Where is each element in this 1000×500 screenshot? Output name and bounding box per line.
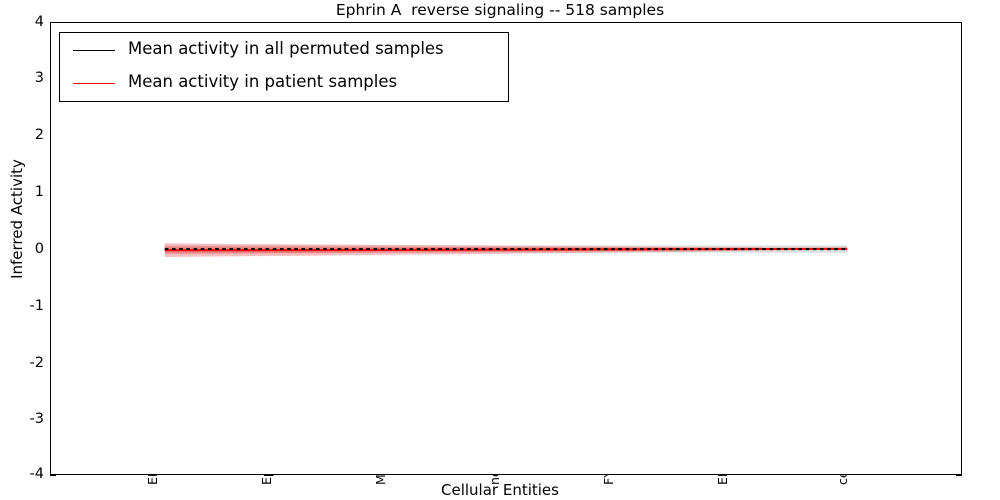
legend: Mean activity in all permuted samples Me… <box>59 32 509 102</box>
y-tick-label: 3 <box>34 70 44 86</box>
y-tick-label: -2 <box>29 355 44 371</box>
legend-entry-patient: Mean activity in patient samples <box>60 66 508 101</box>
y-tick-mark <box>50 475 56 476</box>
legend-line-swatch-red <box>73 83 115 84</box>
y-tick-label: 4 <box>34 14 44 30</box>
y-tick-label: -4 <box>29 466 44 482</box>
legend-line-swatch-black <box>73 50 115 51</box>
y-tick-mark-right <box>956 475 962 476</box>
y-tick-label: -1 <box>29 298 44 314</box>
y-tick-label: -3 <box>29 411 44 427</box>
plot-data-area <box>51 23 961 474</box>
y-tick-label: 1 <box>34 184 44 200</box>
x-axis-label: Cellular Entities <box>441 481 559 499</box>
legend-label-patient: Mean activity in patient samples <box>128 72 398 91</box>
y-tick-label: 0 <box>34 241 44 257</box>
series-svg <box>164 243 848 257</box>
legend-entry-permuted: Mean activity in all permuted samples <box>60 33 508 68</box>
legend-label-permuted: Mean activity in all permuted samples <box>128 39 444 58</box>
page-title: Ephrin A reverse signaling -- 518 sample… <box>335 1 665 19</box>
y-tick-label: 2 <box>34 127 44 143</box>
